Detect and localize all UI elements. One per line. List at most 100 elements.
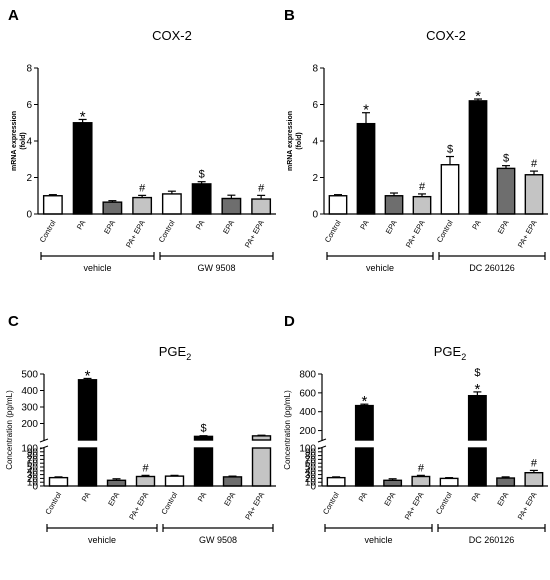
panel-c-x-tick-label: PA+ EPA: [243, 491, 266, 522]
panel-a-x-tick-label: PA+ EPA: [124, 219, 147, 250]
panel-a-group-label: vehicle: [83, 263, 111, 273]
panel-c-bar: [193, 447, 214, 487]
panel-c-bar: [251, 435, 272, 441]
panel-d-x-tick-label: PA+ EPA: [516, 491, 539, 522]
panel-b-bar: [384, 195, 404, 215]
panel-d-y-tick-label: 600: [299, 388, 316, 399]
panel-b-significance-mark: $: [503, 153, 509, 165]
panel-b-significance-mark: $: [447, 144, 453, 156]
panel-b-bar: [440, 164, 460, 215]
panel-c-significance-mark: *: [85, 367, 91, 384]
panel-b-bar: [412, 195, 432, 215]
panel-a-bar: [191, 183, 212, 215]
panel-c-significance-mark: $: [200, 423, 206, 435]
panel-a-bar: [251, 198, 272, 215]
panel-b-y-tick-label: 8: [312, 64, 318, 75]
panel-d-y-tick-label: 800: [299, 370, 316, 381]
panel-d-axis-break: [316, 441, 550, 447]
panel-c-x-tick-label: EPA: [106, 491, 121, 508]
panel-c-y-label: Concentration (pg/mL): [5, 390, 14, 470]
panel-b-x-tick-label: PA+ EPA: [516, 219, 539, 250]
panel-c-y-tick-label: 300: [21, 403, 38, 414]
panel-c-x-tick-label: EPA: [222, 491, 237, 508]
panel-d-letter: D: [284, 313, 295, 330]
panel-c-bar: [48, 476, 69, 487]
panel-b-x-tick-label: PA: [358, 219, 371, 232]
panel-d-bar: [411, 475, 431, 487]
panel-a-x-tick-label: EPA: [102, 219, 117, 236]
panel-c-y-tick-label: 70: [27, 455, 39, 466]
panel-b-significance-mark: #: [531, 158, 538, 170]
panel-c-y-tick-label: 50: [27, 463, 39, 474]
panel-d-x-tick-label: EPA: [495, 491, 510, 508]
panel-a-x-tick-label: PA+ EPA: [243, 219, 266, 250]
panel-d-significance-mark: #: [418, 462, 425, 474]
panel-c-y-tick-label: 200: [21, 419, 38, 430]
panel-c-x-tick-label: PA: [196, 491, 209, 504]
panel-c-x-tick-label: PA+ EPA: [127, 491, 150, 522]
panel-d-significance-mark: #: [531, 457, 538, 469]
panel-d-y-tick-label: 50: [305, 463, 317, 474]
panel-d-bar: [496, 477, 516, 487]
panel-a-title: COX-2: [152, 28, 192, 43]
panel-c-bar: [77, 379, 98, 441]
panel-a-x-tick-label: PA: [194, 219, 207, 232]
panel-c-y-tick-label: 10: [27, 478, 39, 489]
panel-a-significance-mark: #: [139, 182, 146, 194]
panel-c-title: PGE2: [159, 344, 191, 362]
panel-d-x-tick-label: Control: [321, 490, 341, 516]
panel-d-significance-mark: *: [474, 381, 480, 398]
panel-c-bar: [193, 435, 214, 441]
panel-a-y-tick-label: 2: [26, 173, 32, 184]
panel-a-bar: [102, 201, 123, 215]
panel-c-group-label: vehicle: [88, 535, 116, 545]
panel-a-x-tick-label: Control: [157, 218, 177, 244]
panel-a-bar: [161, 193, 182, 215]
panel-d-bar: [354, 404, 374, 441]
panel-a-significance-mark: $: [199, 169, 205, 181]
panel-b-y-tick-label: 2: [312, 173, 318, 184]
panel-b-y-tick-label: 6: [312, 100, 318, 111]
panel-b-bar: [496, 167, 516, 215]
panel-d-bar: [383, 479, 403, 487]
panel-d-bar: [524, 472, 544, 487]
panel-d-y-tick-label: 100: [299, 444, 316, 455]
panel-d-x-tick-label: PA+ EPA: [403, 491, 426, 522]
panel-a-y-tick-label: 0: [26, 210, 32, 221]
panel-d-bar: [467, 394, 487, 441]
panel-b-x-tick-label: EPA: [496, 219, 511, 236]
panel-b-group-label: vehicle: [366, 263, 394, 273]
panel-c-y-tick-label: 90: [27, 447, 39, 458]
panel-d-significance-mark: *: [361, 393, 367, 410]
panel-c-bar: [164, 475, 185, 487]
panel-d-x-tick-label: PA: [357, 491, 370, 504]
panel-c-y-tick-label: 20: [27, 474, 39, 485]
panel-d-bar: [354, 447, 374, 487]
panel-d-x-tick-label: EPA: [382, 491, 397, 508]
panel-c-y-tick-label: 0: [32, 482, 38, 493]
panel-c-y-tick-label: 80: [27, 451, 39, 462]
panel-b-x-tick-label: PA+ EPA: [404, 219, 427, 250]
panel-b-significance-mark: #: [419, 181, 426, 193]
panel-a-y-tick-label: 8: [26, 64, 32, 75]
panel-b-y-label: mRNA expression: [287, 111, 294, 171]
panel-d-group-label: DC 260126: [469, 535, 515, 545]
panel-a-x-tick-label: Control: [38, 218, 58, 244]
panel-c-bar: [106, 479, 127, 487]
panel-a-x-tick-label: EPA: [221, 219, 236, 236]
panel-b-y-label: (fold): [296, 132, 303, 150]
panel-b-y-tick-label: 4: [312, 137, 318, 148]
panel-d-y-tick-label: 400: [299, 407, 316, 418]
panel-a-y-tick-label: 4: [26, 137, 32, 148]
panel-c-y-tick-label: 40: [27, 466, 39, 477]
panel-c-y-tick-label: 100: [21, 444, 38, 455]
panel-d-x-tick-label: Control: [434, 490, 454, 516]
panel-c-bar: [135, 475, 156, 487]
panel-d-y-tick-label: 200: [299, 426, 316, 437]
panel-a-letter: A: [8, 7, 19, 24]
panel-b-letter: B: [284, 7, 295, 24]
panel-d-bar: [467, 447, 487, 487]
panel-a-significance-mark: *: [80, 108, 86, 125]
panel-a-y-tick-label: 6: [26, 100, 32, 111]
panel-d-title: PGE2: [434, 344, 466, 362]
